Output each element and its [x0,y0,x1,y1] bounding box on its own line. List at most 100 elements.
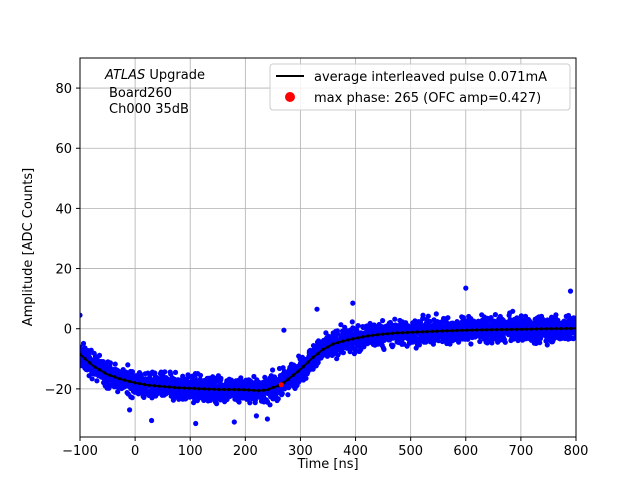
average-pulse-marker [182,386,186,390]
scatter-point [162,369,168,375]
average-pulse-marker [490,328,494,332]
scatter-point [80,340,87,347]
average-pulse-marker [460,328,464,332]
average-pulse-marker [341,339,345,343]
average-pulse-marker [232,387,236,392]
scatter-point-outlier [231,419,237,425]
average-pulse-marker [261,388,266,392]
average-pulse-marker [137,382,142,386]
average-pulse-marker [410,330,414,334]
scatter-point [390,342,396,348]
scatter-point-outlier [127,407,133,413]
average-pulse-marker [559,327,563,331]
average-pulse-marker [123,378,127,382]
annotation-atlas: ATLAS [104,68,145,83]
average-pulse-marker [519,327,524,331]
average-pulse-marker [529,327,534,331]
average-pulse-marker [455,328,459,333]
scatter-point [381,346,387,352]
average-pulse-marker [162,385,166,389]
average-pulse-marker [485,328,489,332]
scatter-point [492,312,498,318]
average-pulse-marker [435,329,439,333]
average-pulse-marker [514,327,519,331]
scatter-point [96,352,103,358]
average-pulse-marker [381,332,385,336]
x-tick-label: 800 [564,444,589,459]
max-phase-point [278,382,284,388]
scatter-point [510,308,516,314]
legend-frame [269,63,571,111]
scatter-point [460,315,466,321]
average-pulse-marker [93,365,97,369]
scatter-point [392,316,398,322]
scatter-point [275,396,281,402]
scatter-point [197,372,204,378]
x-tick-label: 400 [343,444,368,459]
scatter-point [251,373,257,380]
average-pulse-marker [192,386,196,390]
scatter-point [416,342,422,348]
average-pulse-marker [247,388,251,392]
average-pulse-marker [172,385,176,390]
average-pulse-marker [98,368,102,372]
scatter-point [433,311,439,317]
data-scatter-cloud [80,285,576,427]
average-pulse-marker [549,327,553,331]
scatter-point-outlier [463,285,469,291]
scatter-point [271,374,278,380]
y-axis-label: Amplitude [ADC Counts] [21,168,36,326]
average-pulse-marker [376,333,380,337]
legend: average interleaved pulse 0.071mA max ph… [269,63,571,111]
average-pulse-marker [266,387,271,391]
scatter-point [413,345,419,351]
average-pulse-marker [534,327,538,331]
average-pulse-marker [505,327,509,332]
x-tick-label: 700 [508,444,533,459]
scatter-point [468,341,474,347]
average-pulse-marker [152,384,156,388]
average-pulse-marker [271,385,275,390]
average-pulse-marker [371,333,375,337]
average-pulse-marker [222,387,226,392]
x-tick-label: 200 [233,444,258,459]
average-pulse-marker [361,335,365,339]
average-pulse-marker [257,389,261,393]
average-pulse-marker [286,377,290,381]
scatter-point [270,367,276,373]
average-pulse-marker [331,342,335,346]
average-pulse-marker [524,327,529,331]
legend-entry-max-phase: max phase: 265 (OFC amp=0.427) [314,91,541,106]
scatter-point [247,400,253,406]
y-tick-label: −20 [45,383,72,398]
y-tick-label: 80 [55,82,72,97]
average-pulse-marker [539,327,543,331]
y-tick-label: 40 [55,202,72,217]
average-pulse-marker [326,345,330,349]
scatter-point [502,339,508,345]
scatter-point [349,319,355,325]
scatter-point [335,352,341,358]
average-pulse-marker [296,369,300,373]
average-pulse-marker [390,331,395,335]
x-tick-label: 500 [398,444,423,459]
average-pulse-marker [405,330,409,335]
average-pulse-marker [202,387,206,391]
average-pulse-marker [440,329,444,333]
average-pulse-marker [147,383,151,387]
scatter-point [572,315,576,321]
average-pulse-marker [415,330,419,334]
average-pulse-marker [400,331,404,335]
average-pulse-marker [133,381,137,385]
scatter-point [489,340,495,346]
average-pulse-marker [321,347,325,352]
average-pulse-marker [157,384,161,388]
scatter-point [172,369,179,375]
average-pulse-marker [569,326,573,331]
average-pulse-marker [445,329,449,333]
y-tick-label: 0 [64,323,72,338]
scatter-point [553,312,559,318]
average-pulse-marker [197,387,201,391]
scatter-point [214,401,220,407]
scatter-point [107,363,113,370]
